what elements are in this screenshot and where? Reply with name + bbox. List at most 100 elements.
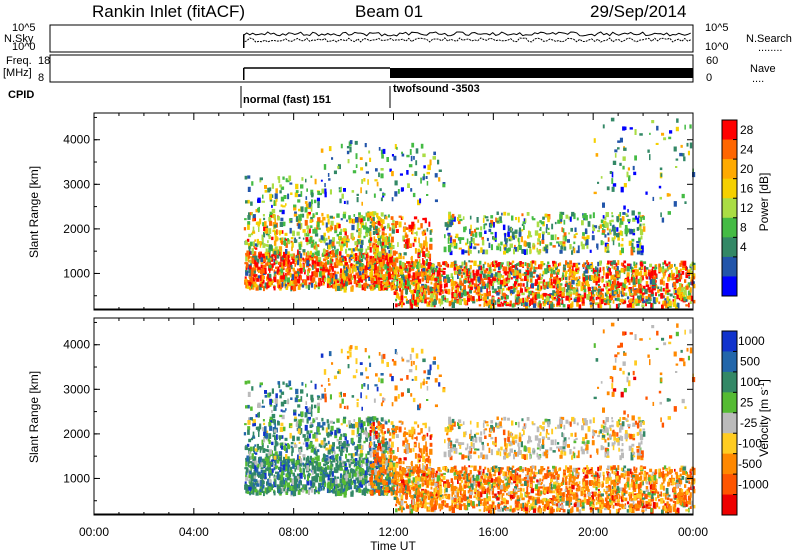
echo-cell (262, 474, 265, 479)
echo-cell (355, 489, 359, 493)
echo-cell (560, 245, 563, 250)
echo-cell (554, 263, 557, 268)
echo-cell (692, 275, 696, 280)
echo-cell (483, 297, 487, 301)
echo-cell (682, 296, 686, 302)
echo-cell (393, 279, 396, 282)
echo-cell (343, 188, 346, 192)
echo-cell (343, 485, 347, 491)
echo-cell (306, 188, 308, 192)
echo-cell (255, 479, 258, 483)
echo-cell (355, 260, 360, 265)
echo-cell (625, 285, 628, 289)
echo-cell (250, 475, 254, 479)
echo-cell (470, 236, 473, 242)
echo-cell (282, 464, 286, 470)
echo-cell (297, 249, 299, 255)
echo-cell (562, 272, 564, 278)
echo-cell (361, 284, 365, 291)
echo-cell (683, 286, 686, 290)
echo-cell (433, 283, 436, 289)
echo-cell (384, 264, 387, 270)
echo-cell (616, 266, 619, 272)
echo-cell (280, 485, 284, 488)
echo-cell (269, 220, 273, 226)
echo-cell (463, 298, 466, 302)
echo-cell (328, 471, 332, 477)
echo-cell (489, 264, 492, 269)
echo-cell (373, 281, 378, 284)
echo-cell (615, 271, 619, 276)
echo-cell (359, 480, 362, 483)
echo-cell (273, 203, 276, 206)
echo-cell (494, 231, 497, 238)
echo-cell (287, 261, 289, 267)
echo-cell (367, 217, 370, 222)
echo-cell (641, 266, 643, 269)
echo-cell (658, 263, 661, 269)
echo-cell (303, 456, 306, 461)
echo-cell (667, 276, 670, 282)
echo-cell (261, 480, 264, 485)
echo-cell (387, 262, 390, 267)
echo-cell (504, 283, 508, 286)
echo-cell (453, 293, 457, 297)
echo-cell (337, 278, 341, 283)
echo-cell (270, 280, 274, 283)
echo-cell (314, 272, 319, 278)
echo-cell (246, 238, 250, 242)
echo-cell (245, 475, 249, 481)
echo-cell (368, 241, 372, 247)
echo-cell (400, 279, 403, 284)
echo-cell (463, 226, 466, 233)
echo-cell (619, 230, 622, 235)
echo-cell (642, 295, 645, 299)
echo-cell (511, 303, 515, 308)
echo-cell (459, 240, 462, 244)
echo-cell (282, 469, 287, 472)
echo-cell (395, 251, 398, 255)
echo-cell (275, 188, 278, 194)
echo-cell (364, 282, 368, 289)
echo-cell (355, 465, 360, 470)
echo-cell (486, 293, 489, 300)
echo-cell (639, 215, 642, 218)
echo-cell (663, 260, 667, 265)
echo-cell (395, 295, 398, 299)
echo-cell (365, 256, 369, 262)
echo-cell (557, 297, 561, 303)
echo-cell (468, 268, 471, 274)
echo-cell (420, 177, 422, 184)
echo-cell (633, 228, 636, 233)
echo-cell (482, 281, 486, 286)
echo-cell (639, 283, 642, 287)
echo-cell (457, 217, 460, 221)
echo-cell (267, 240, 269, 244)
echo-cell (689, 142, 693, 149)
echo-cell (369, 258, 373, 263)
echo-cell (447, 288, 451, 295)
echo-cell (289, 218, 293, 221)
echo-cell (639, 277, 642, 283)
echo-cell (295, 487, 298, 491)
echo-cell (466, 238, 469, 244)
echo-cell (567, 285, 570, 291)
echo-cell (341, 255, 344, 258)
echo-cell (473, 290, 476, 293)
echo-cell (291, 485, 295, 491)
echo-cell (382, 487, 386, 490)
echo-cell (376, 484, 381, 491)
echo-cell (449, 242, 453, 248)
echo-cell (680, 290, 684, 294)
echo-cell (688, 302, 690, 308)
echo-cell (479, 295, 482, 299)
echo-cell (552, 290, 556, 296)
echo-cell (424, 293, 427, 300)
echo-cell (318, 193, 322, 196)
echo-cell (411, 173, 414, 176)
echo-cell (525, 287, 528, 291)
echo-cell (498, 216, 501, 219)
echo-cell (368, 489, 371, 493)
echo-cell (254, 460, 258, 466)
